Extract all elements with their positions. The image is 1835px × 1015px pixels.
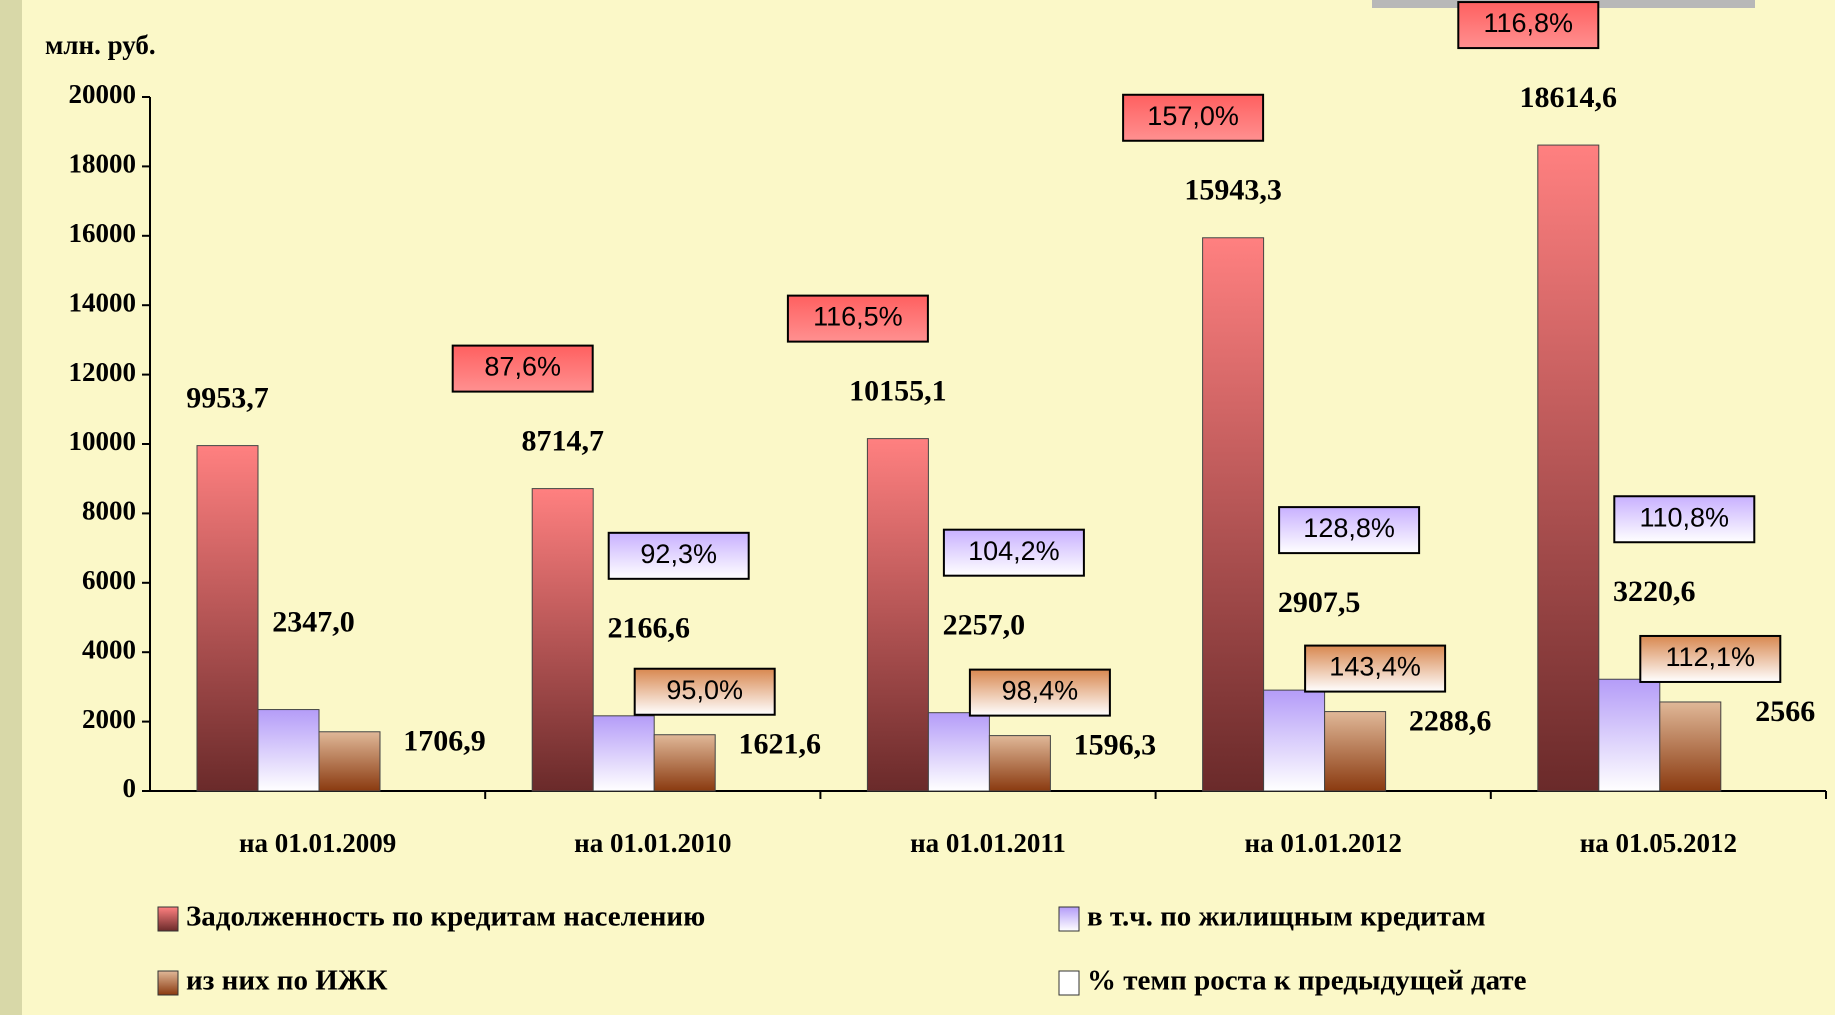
y-tick-label: 2000 [82,704,136,734]
growth-label: 116,5% [813,302,903,332]
bar [653,734,716,792]
legend-swatch [157,970,179,996]
growth-label: 143,4% [1329,652,1421,682]
legend-swatch [1058,970,1080,996]
y-tick-label: 16000 [69,218,137,248]
bar [1659,701,1722,792]
growth-box [607,531,750,580]
bar [1202,237,1265,792]
growth-label: 98,4% [1002,676,1079,706]
growth-label: 95,0% [666,675,743,705]
x-tick-label: на 01.01.2011 [910,828,1066,858]
y-tick-label: 12000 [69,357,137,387]
y-tick-label: 8000 [82,496,136,526]
growth-label: 116,8% [1484,8,1574,38]
value-label: 2347,0 [272,605,355,638]
y-tick-label: 4000 [82,634,136,664]
value-label: 18614,6 [1520,81,1618,114]
bar [196,445,259,792]
bar [1324,711,1387,792]
growth-label: 110,8% [1640,502,1730,532]
x-tick-label: на 01.05.2012 [1580,828,1737,858]
value-label: 8714,7 [521,424,604,457]
value-label: 10155,1 [849,375,947,408]
y-tick-label: 20000 [69,79,137,109]
x-tick-label: на 01.01.2009 [239,828,396,858]
y-tick-label: 18000 [69,149,137,179]
value-label: 2257,0 [943,609,1026,642]
bar [1263,689,1326,792]
value-label: 15943,3 [1184,174,1282,207]
growth-box [786,294,929,343]
growth-box [968,668,1111,717]
growth-label: 104,2% [968,536,1060,566]
side-strip [0,0,22,1015]
legend-swatch [157,906,179,932]
bar [927,712,990,792]
y-tick-label: 14000 [69,287,137,317]
growth-box [633,667,776,716]
growth-label: 92,3% [640,539,717,569]
value-label: 9953,7 [186,381,269,414]
legend-label: Задолженность по кредитам населению [186,901,705,933]
bar [531,488,594,792]
bar [1598,678,1661,792]
legend-label: % темп роста к предыдущей дате [1087,965,1527,997]
y-axis-label: млн. руб. [45,30,156,60]
y-tick-label: 6000 [82,565,136,595]
growth-box [451,344,594,393]
growth-box [1304,644,1447,693]
growth-label: 157,0% [1147,101,1239,131]
growth-box [1613,495,1756,544]
x-tick-label: на 01.01.2010 [574,828,731,858]
bar [1537,144,1600,792]
growth-box [1457,1,1600,50]
y-tick-label: 0 [123,773,137,803]
bar [866,438,929,792]
value-label: 2166,6 [607,612,690,645]
bar [257,709,320,792]
value-label: 3220,6 [1613,575,1696,608]
bar [988,735,1051,792]
growth-label: 87,6% [484,352,561,382]
growth-box [1278,506,1421,555]
y-tick-label: 10000 [69,426,137,456]
value-label: 1596,3 [1074,728,1157,761]
value-label: 1621,6 [738,728,821,761]
legend-label: из них по ИЖК [186,965,388,997]
growth-box [942,528,1085,577]
value-label: 2907,5 [1278,586,1361,619]
growth-box [1639,634,1782,683]
growth-label: 112,1% [1666,642,1756,672]
value-label: 1706,9 [403,725,486,758]
growth-box [1122,93,1265,142]
growth-label: 128,8% [1303,513,1395,543]
bar [318,731,381,792]
x-tick-label: на 01.01.2012 [1245,828,1402,858]
bar [592,715,655,792]
legend-label: в т.ч. по жилищным кредитам [1087,901,1486,933]
legend-swatch [1058,906,1080,932]
value-label: 2288,6 [1409,704,1492,737]
value-label: 2566 [1755,695,1815,728]
